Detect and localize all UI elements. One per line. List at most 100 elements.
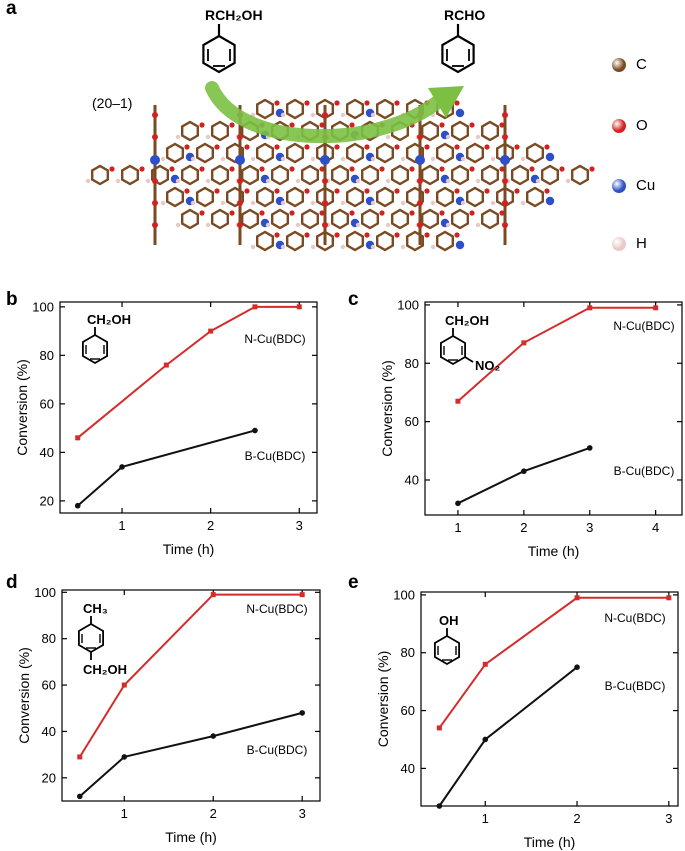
oxygen-atom bbox=[214, 144, 220, 150]
series-label: N-Cu(BDC) bbox=[244, 332, 305, 346]
hydrogen-atom bbox=[175, 178, 181, 184]
copper-atom bbox=[500, 155, 510, 165]
oxygen-atom bbox=[304, 232, 310, 238]
y-tick-label: 20 bbox=[42, 770, 56, 785]
data-point-b-cu bbox=[482, 736, 489, 743]
hydrogen-atom bbox=[310, 244, 316, 250]
oxygen-atom bbox=[289, 122, 295, 128]
hydrogen-atom bbox=[475, 178, 481, 184]
oxygen-atom bbox=[289, 166, 295, 172]
hydrogen-atom bbox=[385, 134, 391, 140]
series-line-b-cu-bdc- bbox=[77, 429, 256, 507]
oxygen-atom bbox=[199, 166, 205, 172]
oxygen-atom bbox=[319, 210, 325, 216]
x-tick-label: 2 bbox=[520, 520, 527, 535]
y-tick-label: 40 bbox=[405, 472, 419, 487]
oxygen-atom bbox=[214, 188, 220, 194]
oxygen-atom bbox=[502, 222, 508, 228]
hydrogen-atom bbox=[190, 156, 196, 162]
oxygen-atom bbox=[237, 178, 243, 184]
oxygen-atom bbox=[334, 144, 340, 150]
oxygen-atom bbox=[469, 210, 475, 216]
hydrogen-atom bbox=[160, 156, 166, 162]
hydrogen-atom bbox=[295, 222, 301, 228]
legend-symbol: C bbox=[636, 56, 647, 73]
oxygen-atom bbox=[322, 222, 328, 228]
data-point-n-cu bbox=[299, 592, 305, 598]
x-tick-label: 3 bbox=[296, 518, 303, 533]
x-tick-label: 3 bbox=[665, 811, 672, 826]
hydrogen-atom bbox=[535, 178, 541, 184]
data-point-n-cu bbox=[77, 754, 83, 760]
reaction-arrow-icon bbox=[205, 81, 464, 144]
lattice-ring bbox=[481, 208, 499, 230]
hydrogen-atom bbox=[310, 200, 316, 206]
hydrogen-atom bbox=[520, 156, 526, 162]
hydrogen-atom bbox=[385, 178, 391, 184]
oxygen-atom bbox=[454, 232, 460, 238]
data-point-b-cu bbox=[574, 664, 580, 670]
lattice-ring bbox=[421, 208, 439, 230]
panel-a-illustration: RCH₂OH RCHO (20–1) bbox=[85, 7, 595, 252]
lattice-ring bbox=[180, 120, 200, 142]
lattice-ring bbox=[526, 186, 544, 208]
oxygen-atom bbox=[439, 210, 445, 216]
copper-atom bbox=[235, 155, 245, 165]
lattice-ring bbox=[150, 164, 170, 186]
lattice-ring bbox=[286, 230, 304, 252]
lattice-ring bbox=[406, 142, 424, 164]
oxygen-atom bbox=[229, 166, 235, 172]
hydrogen-atom bbox=[280, 200, 286, 206]
panel-label-c: c bbox=[348, 289, 359, 310]
substrate-top-label: CH₃ bbox=[83, 601, 108, 616]
series-line-b-cu-bdc- bbox=[438, 666, 578, 807]
lattice-ring bbox=[406, 230, 424, 252]
lattice-ring bbox=[331, 164, 349, 186]
data-point-n-cu bbox=[296, 304, 302, 310]
oxygen-atom bbox=[152, 112, 158, 118]
copper-atom bbox=[455, 108, 465, 118]
lattice-ring bbox=[481, 164, 499, 186]
lattice-ring bbox=[436, 142, 454, 164]
oxygen-atom bbox=[237, 222, 243, 228]
lattice-ring bbox=[361, 208, 379, 230]
lattice-ring bbox=[210, 164, 230, 186]
oxygen-atom bbox=[364, 232, 370, 238]
oxygen-atom bbox=[259, 166, 265, 172]
series-label: B-Cu(BDC) bbox=[247, 743, 308, 757]
oxygen-atom bbox=[304, 100, 310, 106]
legend-item-h: H bbox=[612, 235, 647, 252]
oxygen-atom bbox=[199, 122, 205, 128]
oxygen-atom bbox=[274, 232, 280, 238]
series-line-b-cu-bdc- bbox=[457, 446, 591, 505]
panel-label-e: e bbox=[348, 572, 359, 593]
panel-label-d: d bbox=[6, 572, 18, 593]
lattice-ring bbox=[195, 142, 215, 164]
plot-frame bbox=[420, 591, 679, 807]
lattice-ring bbox=[225, 142, 245, 164]
hydrogen-atom bbox=[475, 134, 481, 140]
oxygen-atom bbox=[394, 144, 400, 150]
lattice-ring bbox=[346, 186, 364, 208]
data-point-b-cu bbox=[74, 502, 81, 509]
oxygen-atom bbox=[152, 134, 158, 140]
hydrogen-atom bbox=[430, 156, 436, 162]
data-point-n-cu bbox=[521, 340, 527, 346]
data-point-n-cu bbox=[574, 595, 580, 601]
legend-item-o: O bbox=[612, 117, 648, 134]
oxygen-atom bbox=[502, 134, 508, 140]
lattice-ring bbox=[436, 230, 454, 252]
lattice-ring bbox=[391, 164, 409, 186]
copper-atom bbox=[545, 152, 555, 162]
legend-symbol: O bbox=[636, 117, 648, 134]
hydrogen-atom bbox=[445, 222, 451, 228]
x-tick-label: 2 bbox=[207, 518, 214, 533]
lattice-ring bbox=[120, 164, 140, 186]
oxygen-atom bbox=[417, 200, 423, 206]
hydrogen-atom bbox=[265, 178, 271, 184]
oxygen-atom bbox=[502, 200, 508, 206]
oxygen-atom bbox=[454, 188, 460, 194]
lattice-ring bbox=[165, 142, 185, 164]
series-label: N-Cu(BDC) bbox=[613, 319, 674, 333]
y-tick-label: 100 bbox=[397, 297, 419, 312]
